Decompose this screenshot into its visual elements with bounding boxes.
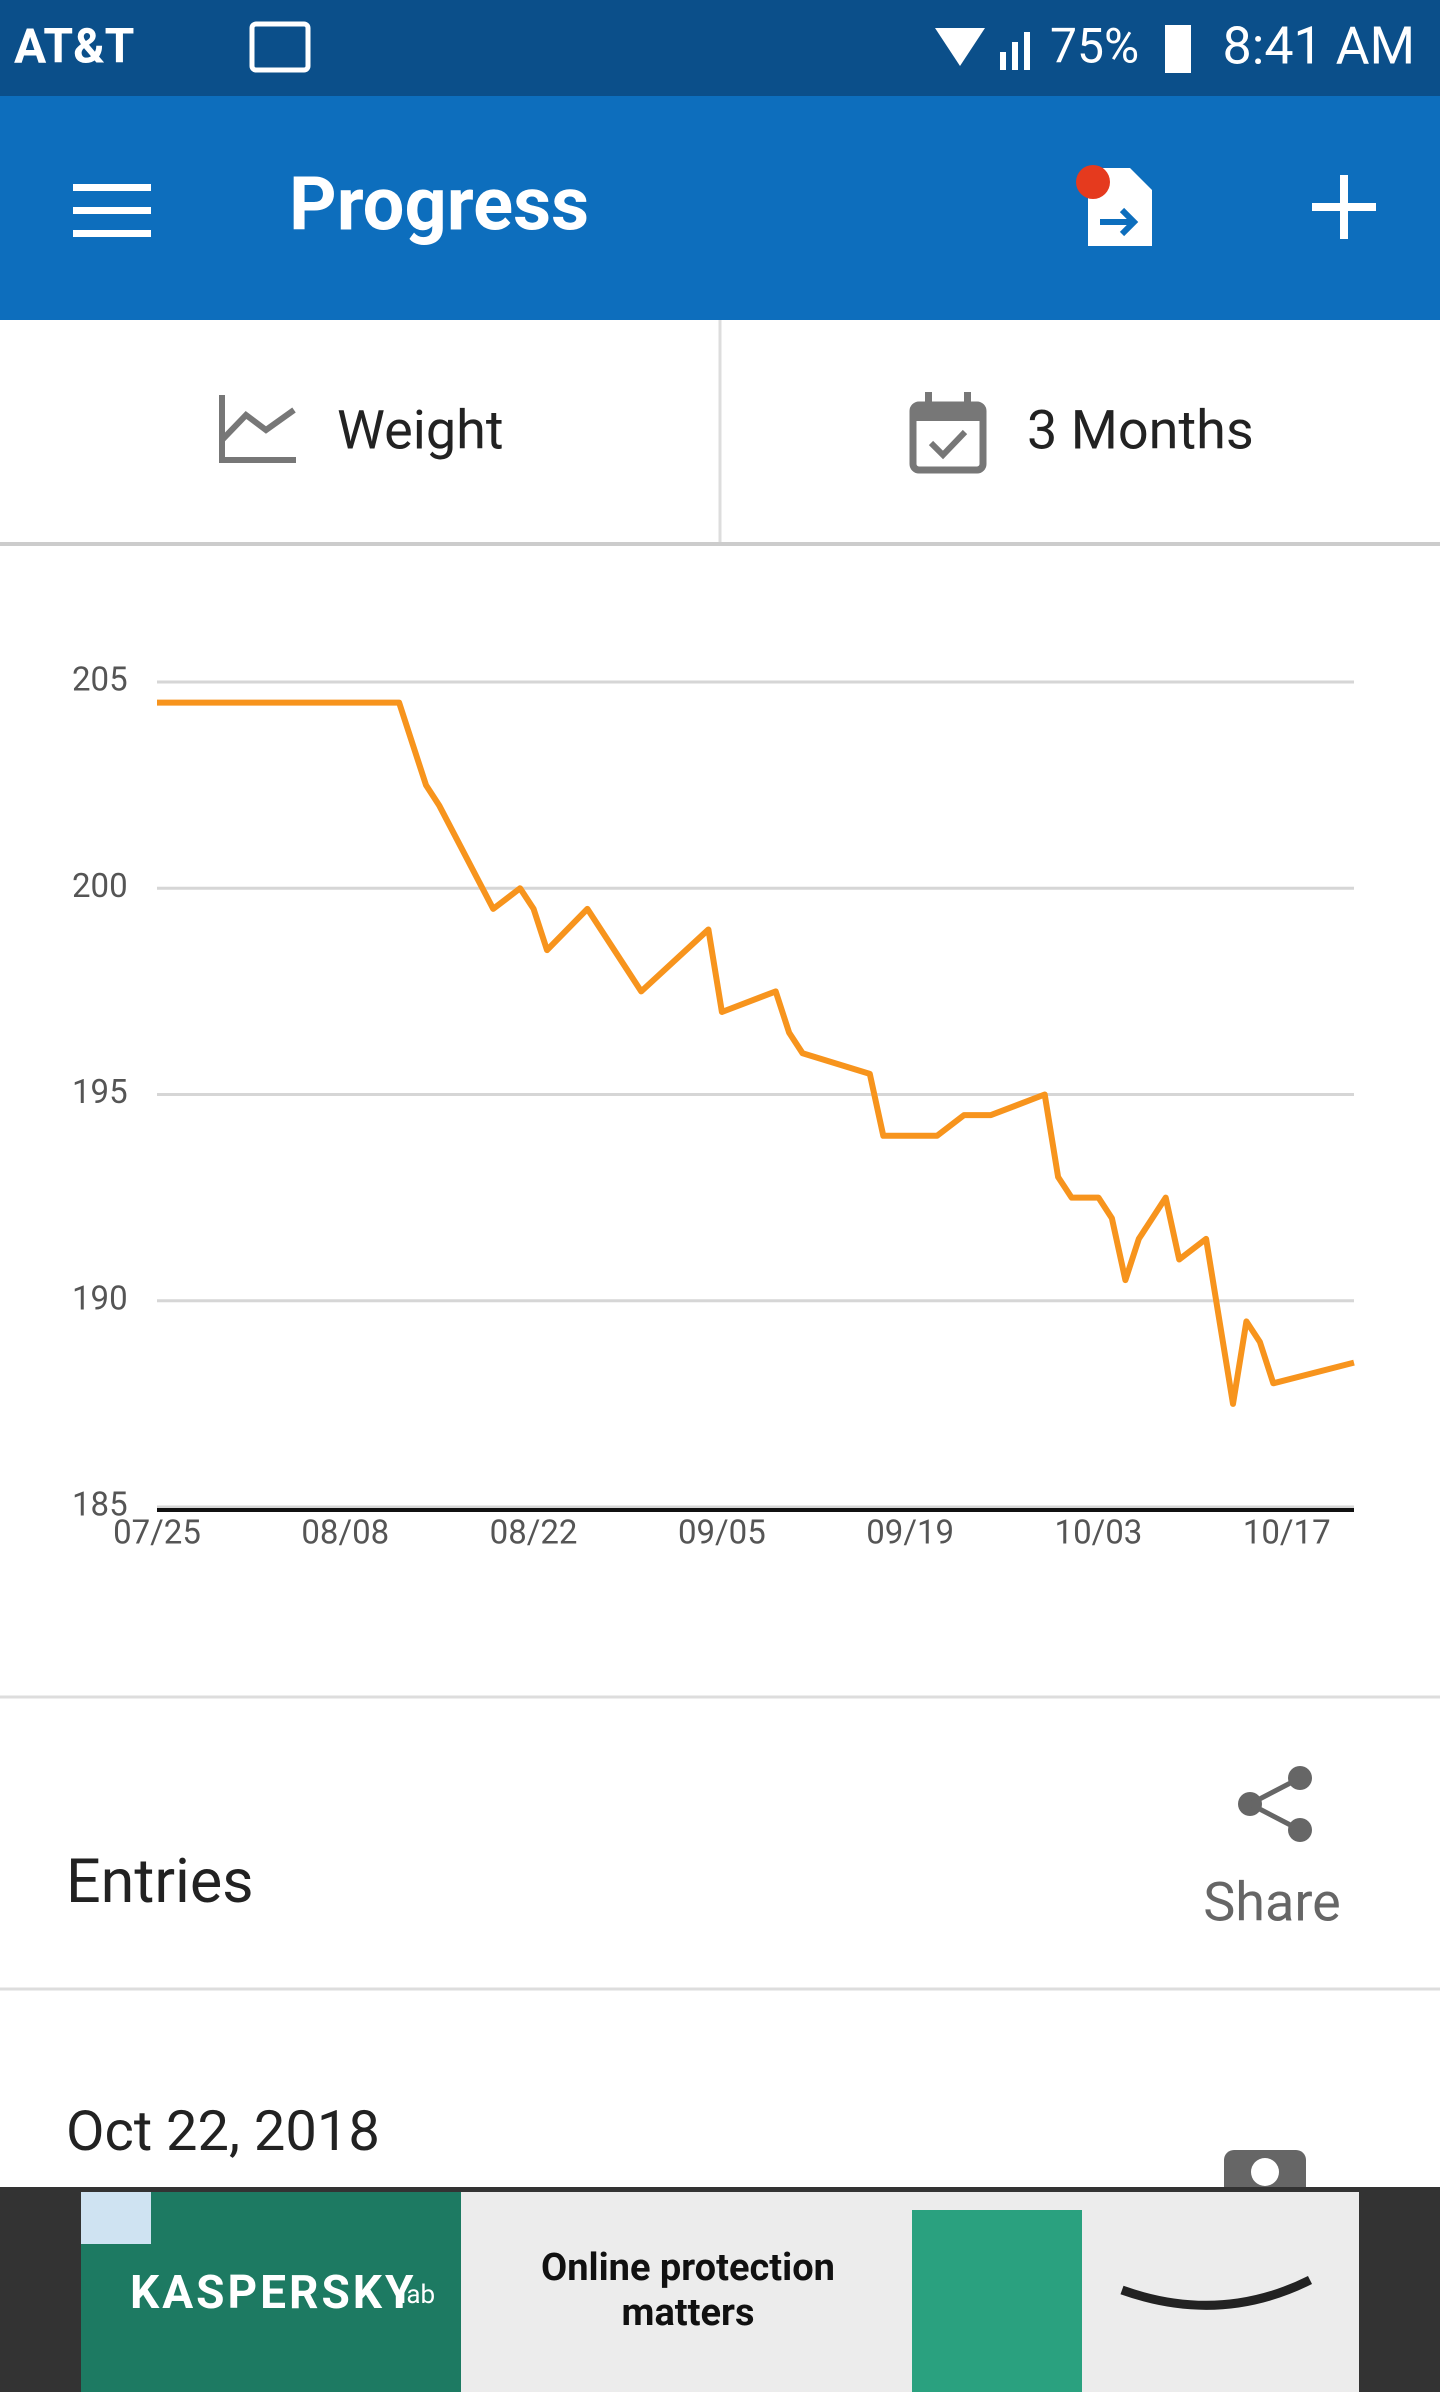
y-tick-label: 195	[72, 1073, 128, 1112]
metric-label: Weight	[337, 399, 504, 462]
weight-line	[157, 699, 1355, 1407]
ad-product-box	[912, 2210, 1082, 2392]
x-tick-label: 10/03	[1055, 1514, 1143, 1553]
battery-percent: 75%	[1050, 18, 1139, 75]
ad-choices-icon	[81, 2192, 151, 2244]
x-tick-label: 09/19	[866, 1514, 954, 1553]
ad-logo-arrow	[1120, 2275, 1313, 2310]
y-tick-label: 190	[72, 1279, 128, 1318]
x-tick-label: 07/25	[113, 1514, 201, 1553]
signal-icon	[1024, 32, 1030, 70]
x-tick-label: 10/17	[1243, 1514, 1331, 1553]
ad-brand-suffix: lab	[400, 2280, 435, 2310]
wifi-icon	[935, 28, 985, 66]
clock: 8:41 AM	[1223, 16, 1416, 77]
chart: 185 190 195 200 205 07/25 08/08 08/22 09/05 09/19…	[72, 661, 1355, 1553]
carrier: AT&T	[14, 18, 134, 75]
app-bar	[0, 96, 1440, 320]
share-label: Share	[1203, 1871, 1341, 1934]
export-button[interactable]	[1076, 165, 1152, 246]
ad-text: Online protection	[541, 2246, 835, 2290]
entries-title: Entries	[66, 1845, 254, 1917]
x-tick-label: 09/05	[678, 1514, 766, 1553]
range-label: 3 Months	[1027, 399, 1254, 462]
signal-icon	[1012, 42, 1018, 70]
status-bar	[0, 0, 1440, 96]
entry-date: Oct 22, 2018	[66, 2098, 380, 2164]
y-tick-label: 205	[72, 661, 128, 700]
add-button[interactable]	[1312, 175, 1376, 239]
range-tab[interactable]: 3 Months	[909, 392, 1254, 474]
x-tick-label: 08/08	[301, 1514, 389, 1553]
metric-tab[interactable]: Weight	[219, 395, 504, 463]
y-tick-label: 185	[72, 1486, 128, 1525]
ad-text: matters	[622, 2291, 755, 2335]
battery-icon	[1165, 25, 1191, 73]
signal-icon	[1000, 52, 1006, 70]
x-tick-label: 08/22	[490, 1514, 578, 1553]
mail-icon	[249, 21, 311, 73]
menu-button[interactable]	[73, 184, 151, 237]
app-title: Progress	[289, 162, 589, 249]
y-tick-label: 200	[72, 867, 128, 906]
ad-brand: KASPERSKY	[130, 2266, 417, 2320]
share-button[interactable]: Share	[1203, 1766, 1341, 1934]
